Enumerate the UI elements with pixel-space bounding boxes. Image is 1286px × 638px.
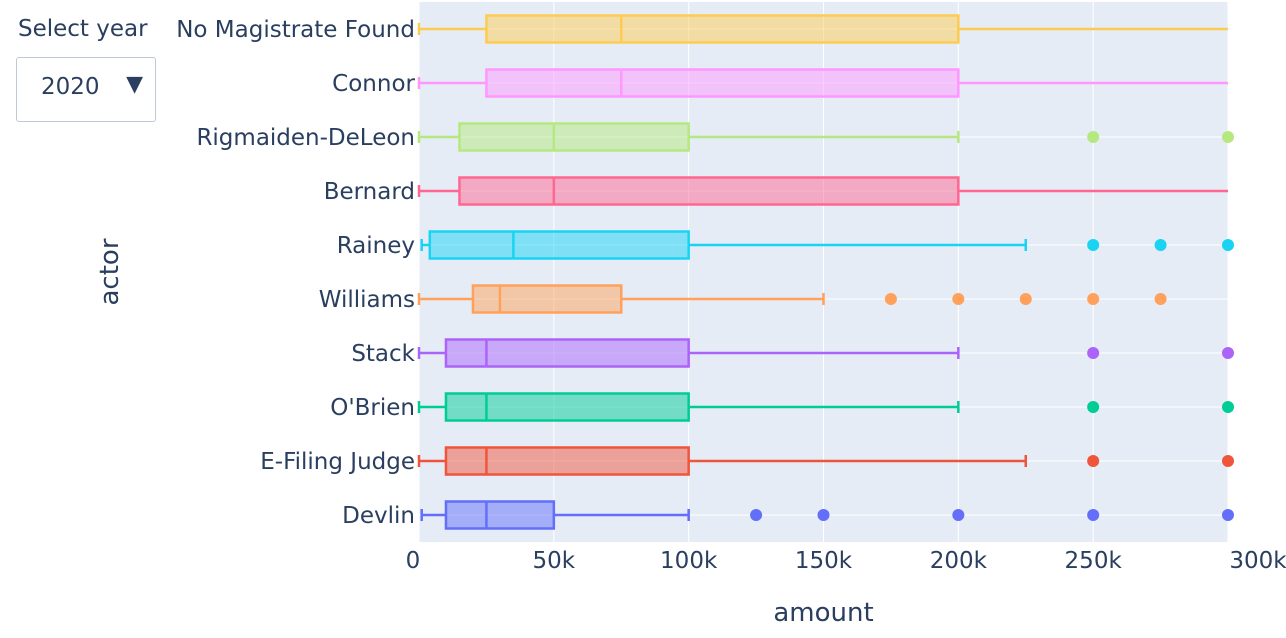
y-tick-label: Rainey [337,233,415,259]
outlier-point [1222,347,1234,359]
box-iqr [444,500,556,530]
outlier-point [1087,455,1100,467]
box-iqr [428,230,690,260]
outlier-point [1154,293,1167,305]
box-devlin [420,500,1234,530]
box-connor [417,68,1228,98]
box-iqr [444,446,690,476]
outlier-point [1087,401,1100,413]
outlier-point [1222,131,1234,143]
outlier-point [884,293,897,305]
outlier-point [1087,347,1100,359]
box-rainey [420,230,1234,260]
x-tick-label: 250k [1065,548,1123,574]
x-tick-label: 300k [1229,548,1286,574]
y-tick-label: Stack [351,341,415,367]
y-tick-label: No Magistrate Found [176,17,415,43]
box-iqr [485,68,960,98]
x-tick-label: 200k [930,548,988,574]
box-no-magistrate-found [417,14,1228,44]
y-tick-label: Rigmaiden-DeLeon [196,125,415,151]
triangle-down-icon: ▼ [126,72,143,97]
box-iqr [444,392,690,422]
year-dropdown[interactable]: 2020 ▼ [16,57,156,122]
y-axis-title: actor [95,238,125,305]
box-williams [417,284,1167,314]
box-iqr [458,176,960,206]
outlier-point [952,293,965,305]
outlier-point [1019,293,1032,305]
outlier-point [750,509,763,521]
outlier-point [1222,455,1234,467]
outlier-point [1154,239,1167,251]
box-o-brien [417,392,1234,422]
x-tick-label: 50k [533,548,576,574]
outlier-point [1087,509,1100,521]
x-tick-label: 150k [795,548,853,574]
box-e-filing-judge [417,446,1234,476]
box-bernard [417,176,1228,206]
box-stack [417,338,1234,368]
y-tick-label: E-Filing Judge [260,449,415,475]
box-iqr [471,284,623,314]
y-tick-label: Connor [332,71,415,97]
box-rigmaiden-deleon [417,122,1234,152]
y-tick-label: O'Brien [330,395,415,421]
outlier-point [817,509,830,521]
year-select-label: Select year [18,16,148,42]
y-tick-label: Devlin [342,503,415,529]
box-iqr [444,338,690,368]
x-axis-ticks: 0 50k 100k 150k 200k 250k 300k [406,548,1286,574]
outlier-point [1222,509,1234,521]
outlier-point [952,509,965,521]
outlier-point [1087,131,1100,143]
y-axis-ticks: No Magistrate Found Connor Rigmaiden-DeLeo… [176,17,415,529]
x-tick-label: 0 [406,548,421,574]
outlier-point [1087,239,1100,251]
outlier-point [1222,239,1234,251]
x-axis-title: amount [773,598,873,628]
outlier-point [1222,401,1234,413]
outlier-point [1087,293,1100,305]
box-iqr [458,122,690,152]
y-tick-label: Bernard [324,179,415,205]
year-dropdown-value: 2020 [41,74,100,100]
box-series [417,14,1234,530]
box-iqr [485,14,960,44]
x-tick-label: 100k [660,548,718,574]
y-tick-label: Williams [319,287,415,313]
